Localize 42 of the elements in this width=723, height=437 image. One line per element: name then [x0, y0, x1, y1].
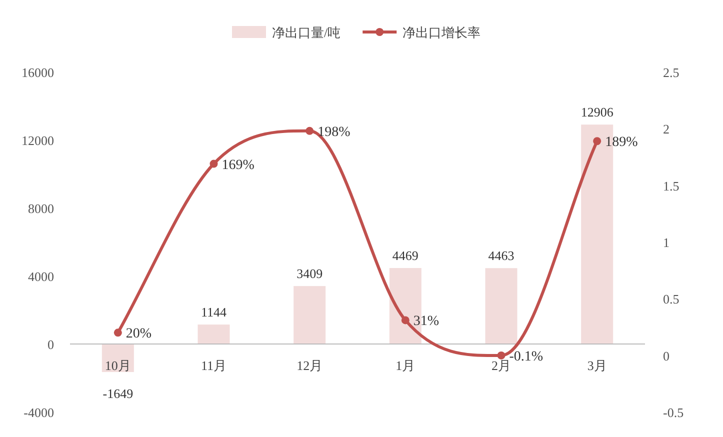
legend-label: 净出口量/吨: [272, 25, 341, 40]
bar: [485, 268, 518, 344]
y2-tick-label: 0: [663, 348, 670, 364]
x-tick-label: 10月: [104, 358, 131, 373]
data-label: -1649: [102, 386, 134, 402]
x-tick-label: 11月: [200, 358, 227, 373]
y2-tick-label: 2: [663, 122, 670, 137]
point: [497, 351, 506, 360]
legend-label: 净出口增长率: [402, 25, 481, 40]
x-tick-label: 3月: [587, 358, 607, 373]
y2-tick-label: 1.5: [663, 178, 680, 194]
data-label: 20%: [126, 326, 152, 342]
data-label: 1144: [200, 304, 227, 320]
data-label: 4469: [392, 248, 418, 264]
data-label: 12906: [580, 104, 614, 120]
y-tick-label: 12000: [22, 133, 54, 148]
y2-tick-label: 1: [663, 235, 670, 250]
point: [593, 137, 602, 146]
data-label: -0.1%: [509, 349, 544, 364]
y-tick-label: 0: [48, 337, 54, 352]
x-tick-label: 12月: [296, 358, 323, 373]
data-label: 198%: [318, 124, 351, 140]
data-label: 3409: [296, 266, 323, 282]
bar: [198, 324, 230, 344]
point: [114, 328, 122, 337]
y-tick-label: 4000: [28, 269, 54, 284]
x-tick-label: 2月: [492, 358, 511, 373]
data-label: 169%: [222, 158, 255, 173]
x-tick-label: 1月: [396, 358, 416, 373]
y-tick-label: 16000: [22, 65, 54, 80]
bar: [294, 286, 326, 344]
y2-tick-label: 2.5: [663, 65, 680, 80]
y2-tick-label: -0.5: [663, 405, 684, 420]
y-tick-label: 8000: [28, 201, 54, 216]
data-label: 31%: [413, 314, 440, 330]
point: [306, 126, 314, 135]
point: [210, 160, 218, 168]
data-label: 189%: [605, 135, 638, 150]
y2-tick-label: 0.5: [663, 292, 680, 307]
point: [401, 316, 410, 324]
data-label: 4463: [488, 248, 514, 264]
y-tick-label: -4000: [24, 405, 54, 420]
